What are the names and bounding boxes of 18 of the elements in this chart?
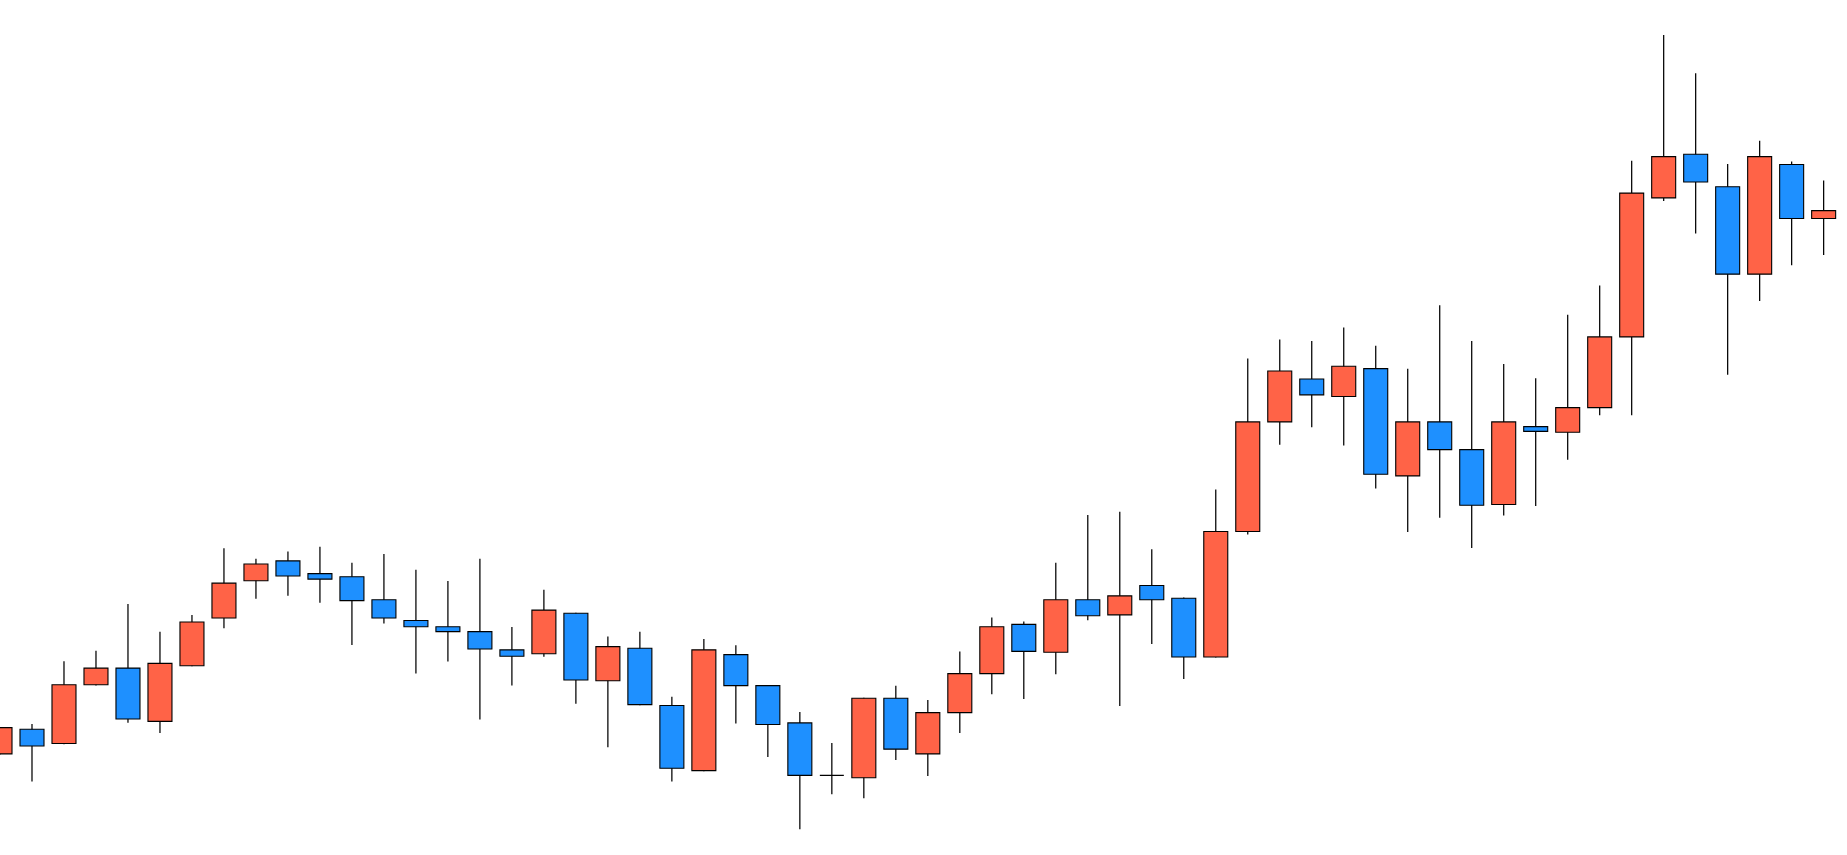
candlestick [275, 551, 301, 596]
candlestick [467, 558, 493, 720]
candlestick [1523, 378, 1549, 506]
candlestick [499, 626, 525, 686]
candlestick [1811, 180, 1837, 255]
candlestick [1299, 341, 1325, 428]
candlestick [1107, 511, 1133, 707]
candlestick [435, 580, 461, 662]
candlestick [1075, 514, 1101, 621]
candlestick [339, 562, 365, 645]
candlestick [307, 546, 333, 603]
candlestick [371, 553, 397, 624]
candlestick [19, 723, 45, 782]
candlestick [243, 558, 269, 599]
candlestick [1139, 549, 1165, 645]
candlestick [83, 650, 109, 686]
candlestick [403, 569, 429, 674]
candlestick [819, 742, 845, 795]
